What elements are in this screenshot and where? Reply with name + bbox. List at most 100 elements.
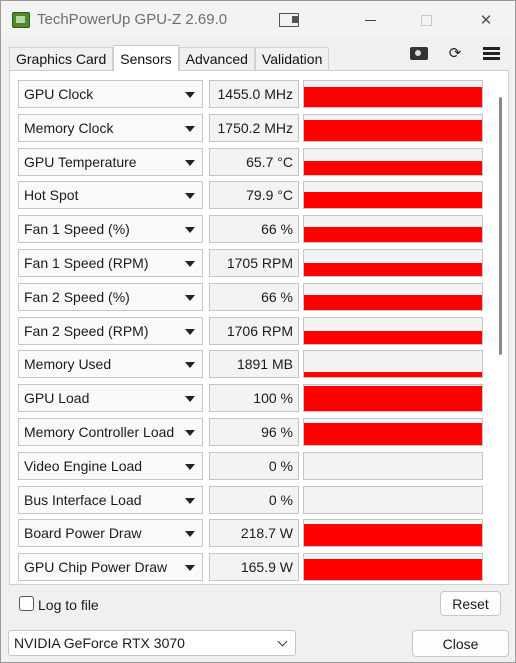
dropdown-arrow-icon xyxy=(185,565,195,572)
sensor-name-dropdown[interactable]: GPU Temperature xyxy=(18,147,203,176)
sensor-value: 100 % xyxy=(209,384,299,413)
sensor-name-dropdown[interactable]: GPU Load xyxy=(18,384,203,413)
sensor-value: 66 % xyxy=(209,282,299,311)
sensor-name-dropdown[interactable]: Bus Interface Load xyxy=(18,485,203,514)
sensor-row: GPU Clock 1455.0 MHz xyxy=(10,80,496,108)
sensor-name-dropdown[interactable]: Video Engine Load xyxy=(18,451,203,480)
dropdown-arrow-icon xyxy=(185,193,195,200)
sensor-name-dropdown[interactable]: Memory Used xyxy=(18,350,203,379)
sensor-row: Fan 1 Speed (%) 66 % xyxy=(10,215,496,244)
sensor-graph xyxy=(303,80,483,108)
sensor-name-dropdown[interactable]: Fan 2 Speed (RPM) xyxy=(18,316,203,345)
sensor-name-label: Memory Used xyxy=(24,356,112,373)
sensor-name-dropdown[interactable]: Hot Spot xyxy=(18,181,203,210)
gpu-select-dropdown[interactable]: NVIDIA GeForce RTX 3070 xyxy=(8,630,296,656)
dropdown-arrow-icon xyxy=(185,261,195,267)
sensor-graph xyxy=(303,350,483,379)
sensor-graph xyxy=(303,485,483,514)
scrollbar[interactable] xyxy=(497,77,505,582)
tab-validation[interactable]: Validation xyxy=(254,47,330,70)
sensor-row: Memory Used 1891 MB xyxy=(10,350,496,379)
sensor-name-dropdown[interactable]: GPU Clock xyxy=(18,80,203,108)
sensor-graph xyxy=(303,553,483,582)
reset-button[interactable]: Reset xyxy=(440,591,501,616)
sensor-name-dropdown[interactable]: Fan 2 Speed (%) xyxy=(18,282,203,311)
sensor-graph xyxy=(303,384,483,413)
sensors-panel: GPU Clock 1455.0 MHz Memory Clock 1750.2 MH… xyxy=(9,70,509,585)
camera-button[interactable] xyxy=(409,45,429,61)
sensor-row: Fan 2 Speed (RPM) 1706 RPM xyxy=(10,316,496,345)
sensor-graph-fill xyxy=(304,294,482,310)
tab-graphics-card[interactable]: Graphics Card xyxy=(9,47,114,70)
log-to-file-label: Log to file xyxy=(38,597,99,613)
sensor-value: 96 % xyxy=(209,418,299,446)
sensor-graph-fill xyxy=(304,87,482,107)
sensor-value: 79.9 °C xyxy=(209,181,299,210)
sensor-graph-fill xyxy=(304,423,482,445)
chevron-down-icon xyxy=(277,636,288,647)
sensor-graph xyxy=(303,316,483,345)
sensor-graph-fill xyxy=(304,119,482,141)
sensor-value: 218.7 W xyxy=(209,519,299,548)
sensor-value: 66 % xyxy=(209,215,299,244)
dropdown-arrow-icon xyxy=(185,92,195,98)
tab-bar: Graphics Card Sensors Advanced Validatio… xyxy=(9,45,330,71)
sensor-graph-fill xyxy=(304,524,482,547)
sensor-row: Video Engine Load 0 % xyxy=(10,451,496,480)
sensor-name-dropdown[interactable]: Memory Clock xyxy=(18,113,203,142)
sensor-graph-fill xyxy=(304,160,482,175)
maximize-button xyxy=(403,1,449,39)
dropdown-arrow-icon xyxy=(185,328,195,335)
sensor-value: 1706 RPM xyxy=(209,316,299,345)
sensor-name-dropdown[interactable]: Fan 1 Speed (%) xyxy=(18,215,203,244)
sensor-value: 65.7 °C xyxy=(209,147,299,176)
screenshot-button[interactable] xyxy=(266,1,312,39)
sensor-value: 1455.0 MHz xyxy=(209,80,299,108)
sensor-name-label: Fan 2 Speed (RPM) xyxy=(24,322,149,339)
sensor-graph-fill xyxy=(304,559,482,581)
refresh-button[interactable]: ⟳ xyxy=(445,45,465,62)
sensor-name-label: GPU Clock xyxy=(24,86,94,102)
dropdown-arrow-icon xyxy=(185,497,195,504)
log-to-file-checkbox[interactable] xyxy=(19,596,34,611)
sensor-row: Fan 2 Speed (%) 66 % xyxy=(10,282,496,311)
gpu-z-app-icon xyxy=(12,12,30,28)
sensor-value: 0 % xyxy=(209,485,299,514)
scrollbar-thumb[interactable] xyxy=(499,97,502,355)
sensor-row: Fan 1 Speed (RPM) 1705 RPM xyxy=(10,249,496,277)
menu-button[interactable] xyxy=(481,45,501,61)
sensor-value: 1891 MB xyxy=(209,350,299,379)
title-bar: TechPowerUp GPU-Z 2.69.0 ✕ xyxy=(1,1,515,39)
sensor-name-label: Fan 1 Speed (%) xyxy=(24,221,130,238)
sensor-value: 0 % xyxy=(209,451,299,480)
sensor-graph-fill xyxy=(304,386,482,412)
sensor-name-dropdown[interactable]: GPU Chip Power Draw xyxy=(18,553,203,582)
menu-icon xyxy=(482,46,500,60)
close-button[interactable]: Close xyxy=(412,630,509,657)
sensor-name-dropdown[interactable]: Fan 1 Speed (RPM) xyxy=(18,249,203,277)
sensor-name-label: GPU Load xyxy=(24,390,90,407)
sensor-name-label: Fan 2 Speed (%) xyxy=(24,288,130,305)
tab-advanced[interactable]: Advanced xyxy=(178,47,255,70)
screenshot-icon xyxy=(279,13,299,27)
close-window-button[interactable]: ✕ xyxy=(463,1,509,39)
dropdown-arrow-icon xyxy=(185,294,195,301)
minimize-button[interactable] xyxy=(347,1,393,39)
camera-icon xyxy=(410,46,428,60)
tab-sensors[interactable]: Sensors xyxy=(113,45,179,71)
window-title: TechPowerUp GPU-Z 2.69.0 xyxy=(37,11,228,28)
dropdown-arrow-icon xyxy=(185,396,195,403)
sensor-name-dropdown[interactable]: Board Power Draw xyxy=(18,519,203,548)
sensor-row: Hot Spot 79.9 °C xyxy=(10,181,496,210)
refresh-icon: ⟳ xyxy=(448,45,462,62)
sensor-row: GPU Temperature 65.7 °C xyxy=(10,147,496,176)
sensor-graph xyxy=(303,181,483,210)
sensor-row: Memory Clock 1750.2 MHz xyxy=(10,113,496,142)
sensor-row: Bus Interface Load 0 % xyxy=(10,485,496,514)
toolbar: ⟳ xyxy=(409,45,501,62)
minimize-icon xyxy=(364,19,376,21)
sensor-name-dropdown[interactable]: Memory Controller Load xyxy=(18,418,203,446)
sensor-name-label: GPU Temperature xyxy=(24,153,137,170)
sensor-value: 1750.2 MHz xyxy=(209,113,299,142)
